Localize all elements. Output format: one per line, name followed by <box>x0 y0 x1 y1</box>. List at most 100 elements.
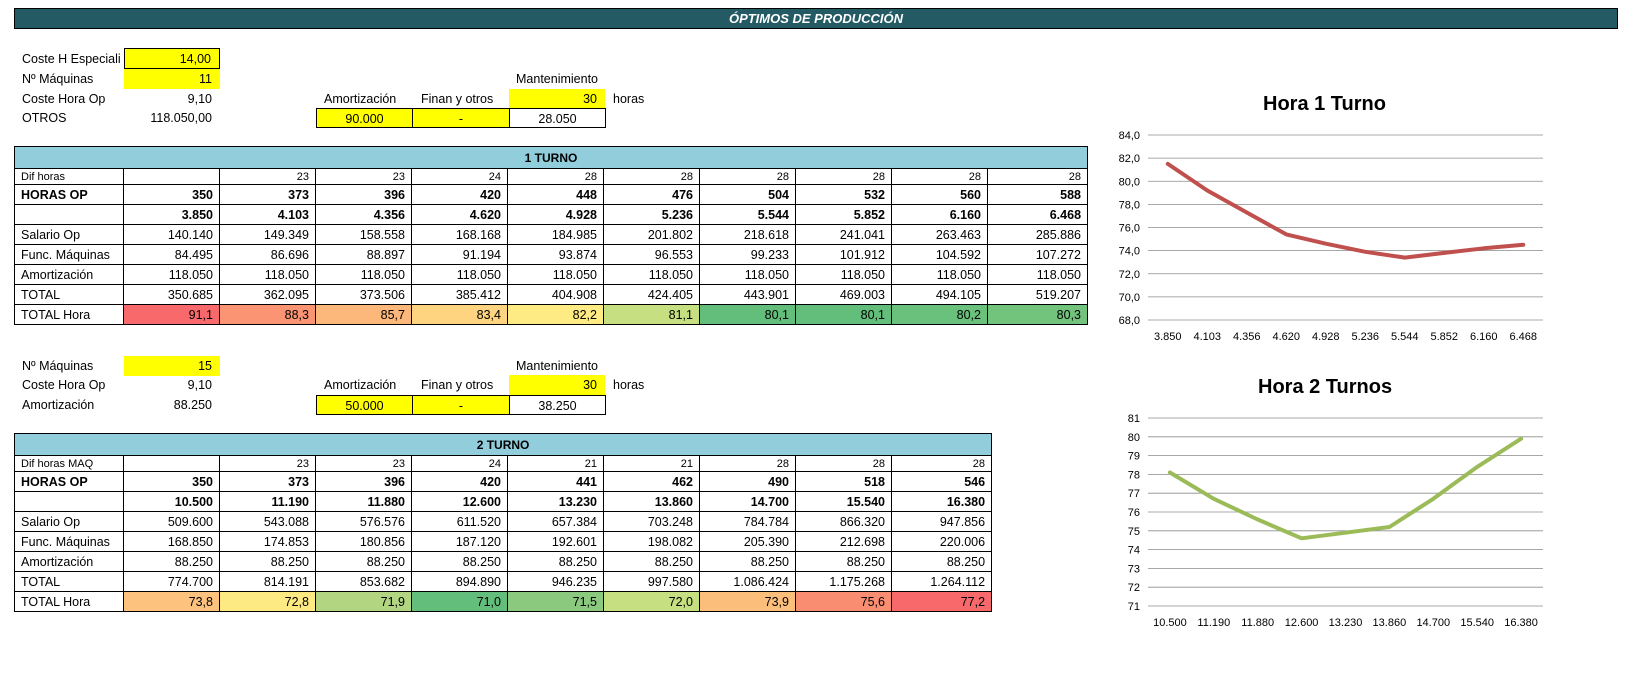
table-cell[interactable]: 88.250 <box>603 551 700 572</box>
table-cell[interactable]: 73,9 <box>699 591 796 612</box>
table-cell[interactable]: 88.250 <box>890 551 993 572</box>
table-cell[interactable]: 118.050 <box>315 264 412 285</box>
table-cell[interactable]: 201.802 <box>603 224 700 245</box>
table-cell[interactable]: 263.463 <box>891 224 988 245</box>
table-cell[interactable]: 5.544 <box>699 204 796 225</box>
table-cell[interactable]: 504 <box>699 184 796 205</box>
coste-op-value[interactable]: 9,10 <box>187 92 212 106</box>
table-cell[interactable]: 441 <box>507 471 604 492</box>
table-cell[interactable]: 657.384 <box>507 511 604 532</box>
mantenimiento-input[interactable]: 30 <box>509 89 605 109</box>
table-cell[interactable]: 894.890 <box>411 571 508 592</box>
table-cell[interactable]: 24 <box>411 168 508 185</box>
table-cell[interactable]: 404.908 <box>507 284 604 305</box>
table-cell[interactable]: 443.901 <box>699 284 796 305</box>
table-cell[interactable] <box>123 455 220 472</box>
table-cell[interactable]: 494.105 <box>891 284 988 305</box>
table-cell[interactable]: 28 <box>699 168 796 185</box>
table-cell[interactable]: 83,4 <box>411 304 508 325</box>
maquinas-input[interactable]: 11 <box>124 69 220 89</box>
table-cell[interactable]: 149.349 <box>219 224 316 245</box>
finan2-input[interactable]: - <box>412 395 510 415</box>
table-cell[interactable]: 118.050 <box>507 264 604 285</box>
table-cell[interactable]: 187.120 <box>411 531 508 552</box>
table-cell[interactable]: 1.264.112 <box>890 571 993 592</box>
table-cell[interactable]: 814.191 <box>219 571 316 592</box>
table-cell[interactable]: 6.468 <box>986 204 1089 225</box>
table-cell[interactable]: 118.050 <box>699 264 796 285</box>
table-cell[interactable]: 21 <box>507 455 604 472</box>
table-cell[interactable]: 6.160 <box>891 204 988 225</box>
table-cell[interactable]: 350 <box>123 184 220 205</box>
table-cell[interactable]: 476 <box>603 184 700 205</box>
table-cell[interactable]: 3.850 <box>123 204 220 225</box>
table-cell[interactable]: 96.553 <box>603 244 700 265</box>
table-cell[interactable]: 192.601 <box>507 531 604 552</box>
table-cell[interactable]: 1.175.268 <box>795 571 892 592</box>
table-cell[interactable]: 396 <box>315 471 412 492</box>
maquinas2-input[interactable]: 15 <box>124 356 220 376</box>
table-cell[interactable]: 80,3 <box>986 304 1089 325</box>
table-cell[interactable]: 140.140 <box>123 224 220 245</box>
table-cell[interactable]: 350.685 <box>123 284 220 305</box>
table-cell[interactable]: 588 <box>986 184 1089 205</box>
table-cell[interactable]: 88.897 <box>315 244 412 265</box>
table-cell[interactable]: 14.700 <box>699 491 796 512</box>
table-cell[interactable]: 104.592 <box>891 244 988 265</box>
table-cell[interactable]: 71,5 <box>507 591 604 612</box>
table-cell[interactable]: 85,7 <box>315 304 412 325</box>
table-cell[interactable]: 23 <box>315 168 412 185</box>
table-cell[interactable]: 784.784 <box>699 511 796 532</box>
table-cell[interactable]: 118.050 <box>123 264 220 285</box>
table-cell[interactable]: 73,8 <box>123 591 220 612</box>
table-cell[interactable]: 23 <box>219 455 316 472</box>
table-cell[interactable]: 72,0 <box>603 591 700 612</box>
table-cell[interactable]: 4.356 <box>315 204 412 225</box>
table-cell[interactable]: 946.235 <box>507 571 604 592</box>
table-cell[interactable]: 373 <box>219 184 316 205</box>
table-cell[interactable]: 205.390 <box>699 531 796 552</box>
coste-h-input[interactable]: 14,00 <box>124 48 220 69</box>
table-cell[interactable]: 947.856 <box>890 511 993 532</box>
table-cell[interactable]: 80,2 <box>891 304 988 325</box>
total-otros2-value[interactable]: 38.250 <box>509 395 606 415</box>
table-cell[interactable]: 420 <box>411 471 508 492</box>
total-otros-value[interactable]: 28.050 <box>509 108 606 128</box>
table-cell[interactable]: 82,2 <box>507 304 604 325</box>
table-cell[interactable]: 4.928 <box>507 204 604 225</box>
table-cell[interactable]: 88.250 <box>219 551 316 572</box>
table-cell[interactable]: 91.194 <box>411 244 508 265</box>
table-cell[interactable]: 13.230 <box>507 491 604 512</box>
table-cell[interactable]: 373.506 <box>315 284 412 305</box>
table-cell[interactable]: 28 <box>507 168 604 185</box>
table-cell[interactable]: 101.912 <box>795 244 892 265</box>
table-cell[interactable]: 88.250 <box>315 551 412 572</box>
finan-input[interactable]: - <box>412 108 510 128</box>
table-cell[interactable]: 469.003 <box>795 284 892 305</box>
table-cell[interactable]: 88,3 <box>219 304 316 325</box>
table-cell[interactable]: 5.236 <box>603 204 700 225</box>
table-cell[interactable]: 12.600 <box>411 491 508 512</box>
table-cell[interactable]: 385.412 <box>411 284 508 305</box>
table-cell[interactable]: 11.880 <box>315 491 412 512</box>
table-cell[interactable]: 611.520 <box>411 511 508 532</box>
table-cell[interactable]: 81,1 <box>603 304 700 325</box>
mantenimiento2-input[interactable]: 30 <box>509 375 605 395</box>
table-cell[interactable]: 72,8 <box>219 591 316 612</box>
table-cell[interactable]: 519.207 <box>986 284 1089 305</box>
table-cell[interactable]: 448 <box>507 184 604 205</box>
table-cell[interactable]: 4.103 <box>219 204 316 225</box>
table-cell[interactable]: 88.250 <box>123 551 220 572</box>
table-cell[interactable]: 28 <box>603 168 700 185</box>
table-cell[interactable]: 118.050 <box>411 264 508 285</box>
table-cell[interactable]: 198.082 <box>603 531 700 552</box>
table-cell[interactable] <box>123 168 220 185</box>
table-cell[interactable]: 576.576 <box>315 511 412 532</box>
table-cell[interactable]: 774.700 <box>123 571 220 592</box>
table-cell[interactable]: 88.250 <box>795 551 892 572</box>
table-cell[interactable]: 75,6 <box>795 591 892 612</box>
table-cell[interactable]: 28 <box>795 168 892 185</box>
table-cell[interactable]: 28 <box>699 455 796 472</box>
table-cell[interactable]: 86.696 <box>219 244 316 265</box>
table-cell[interactable]: 362.095 <box>219 284 316 305</box>
